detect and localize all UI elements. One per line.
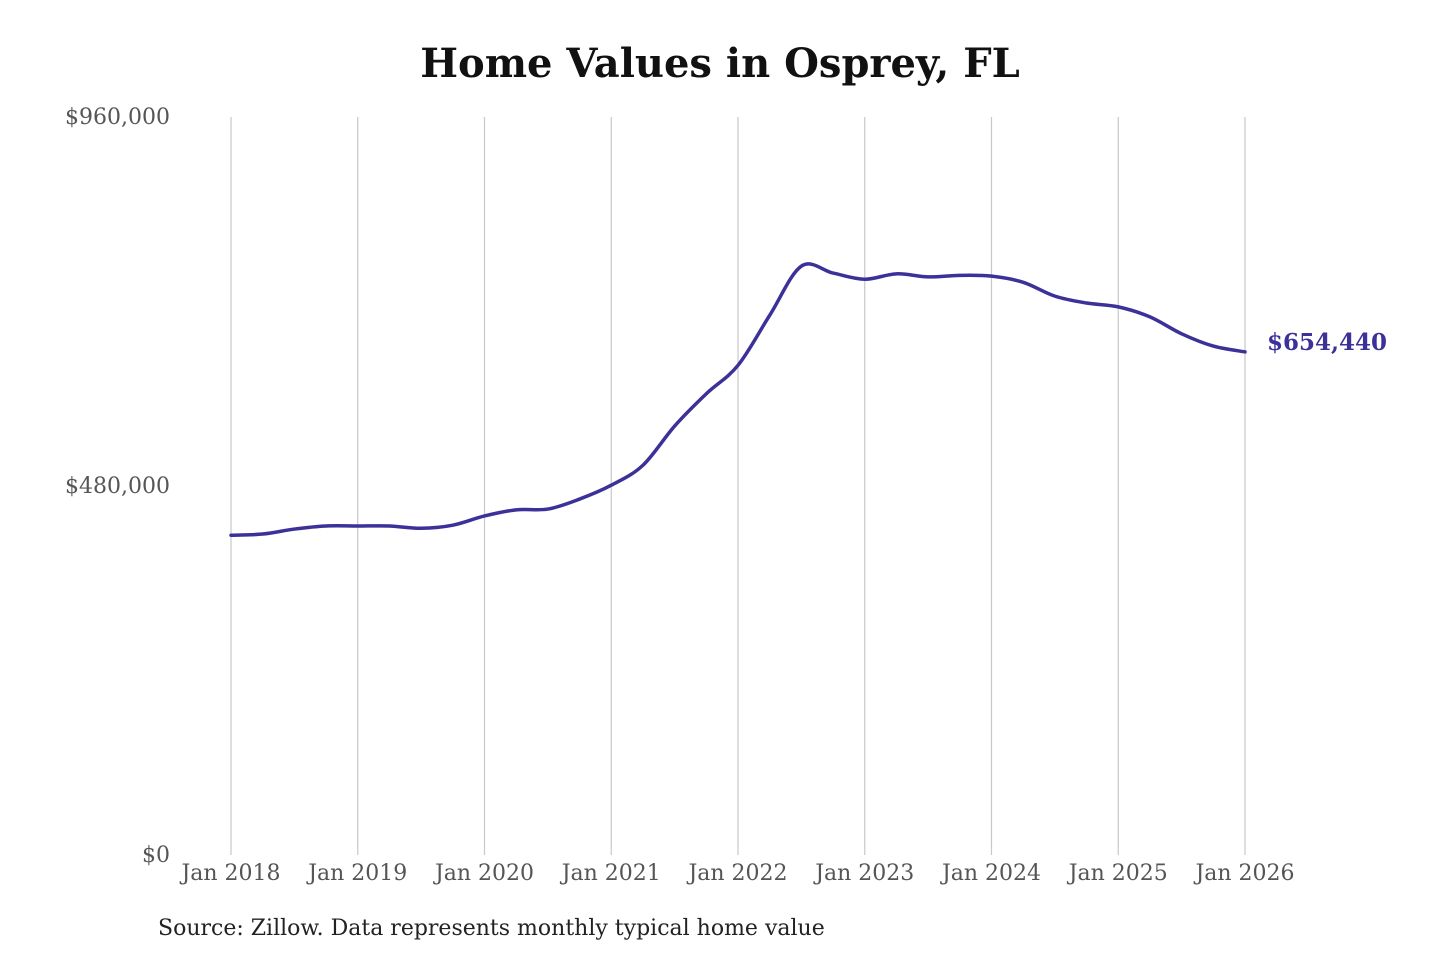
- x-tick-label: Jan 2022: [686, 861, 787, 886]
- y-tick-label: $960,000: [65, 105, 170, 130]
- y-tick-label: $0: [142, 843, 170, 868]
- x-tick-label: Jan 2026: [1193, 861, 1294, 886]
- end-value-label: $654,440: [1267, 329, 1387, 356]
- x-tick-label: Jan 2018: [179, 861, 280, 886]
- chart-title: Home Values in Osprey, FL: [420, 40, 1020, 87]
- y-tick-label: $480,000: [65, 474, 170, 499]
- x-tick-label: Jan 2025: [1067, 861, 1168, 886]
- x-tick-label: Jan 2023: [813, 861, 914, 886]
- x-tick-label: Jan 2019: [306, 861, 407, 886]
- series-line: [229, 262, 1247, 537]
- x-tick-label: Jan 2021: [560, 861, 661, 886]
- x-tick-label: Jan 2024: [940, 861, 1041, 886]
- x-tick-label: Jan 2020: [433, 861, 534, 886]
- source-note: Source: Zillow. Data represents monthly …: [158, 916, 825, 941]
